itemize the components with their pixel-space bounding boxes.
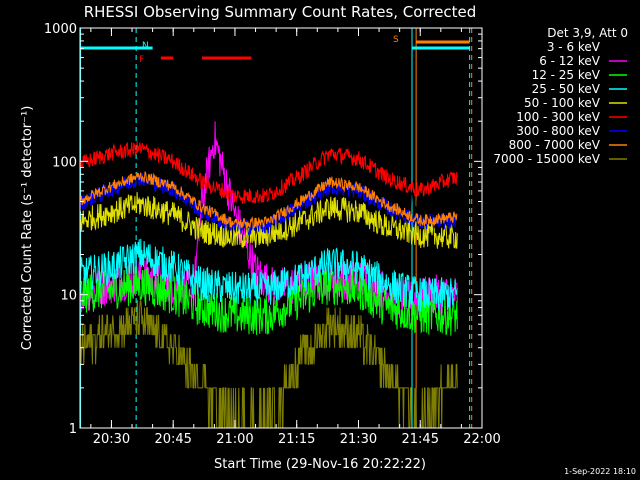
y-tick-label: 1 [69,422,77,437]
x-tick-label: 21:00 [216,432,253,447]
legend-entry-label: 50 - 100 keV [524,96,601,110]
x-tick-label: 20:30 [93,432,130,447]
x-tick-label: 20:45 [154,432,191,447]
legend-entry-label: 3 - 6 keV [547,40,601,54]
x-tick-label: 22:00 [463,432,500,447]
x-tick-label: 21:30 [340,432,377,447]
legend-entry-label: 100 - 300 keV [516,110,600,124]
legend-entry-label: 800 - 7000 keV [509,138,601,152]
series-line [80,171,458,231]
flag-label-s: S [393,35,399,45]
x-tick-label: 21:45 [402,432,439,447]
observing-flags: NF S [80,35,470,65]
y-tick-label: 1000 [44,22,77,37]
plot-frame [79,27,483,429]
x-tick-label: 21:15 [278,432,315,447]
legend-entry-label: 12 - 25 keV [532,68,601,82]
series-lines [80,113,458,429]
legend-entry-label: 6 - 12 keV [539,54,601,68]
legend-header: Det 3,9, Att 0 [547,26,628,40]
footer-date: 1-Sep-2022 18:10 [564,467,636,476]
legend-entry-label: 300 - 800 keV [516,124,600,138]
y-axis-label: Corrected Count Rate (s⁻¹ detector⁻¹) [20,106,35,351]
series-line [80,141,458,204]
legend-entry-label: 7000 - 15000 keV [493,152,600,166]
series-line [80,238,458,312]
axes: 20:30 20:45 21:00 21:15 21:30 21:45 22:00 1 10 10… [44,22,501,447]
series-line [80,300,458,429]
flag-label-f: F [139,55,144,65]
y-tick-label: 10 [60,289,77,304]
y-tick-label: 100 [52,155,77,170]
series-line [80,265,458,336]
chart-title: RHESSI Observing Summary Count Rates, Co… [84,3,477,21]
x-axis-label: Start Time (29-Nov-16 20:22:22) [214,457,426,472]
legend-entry-label: 25 - 50 keV [532,82,601,96]
flag-label-n: N [142,41,149,51]
